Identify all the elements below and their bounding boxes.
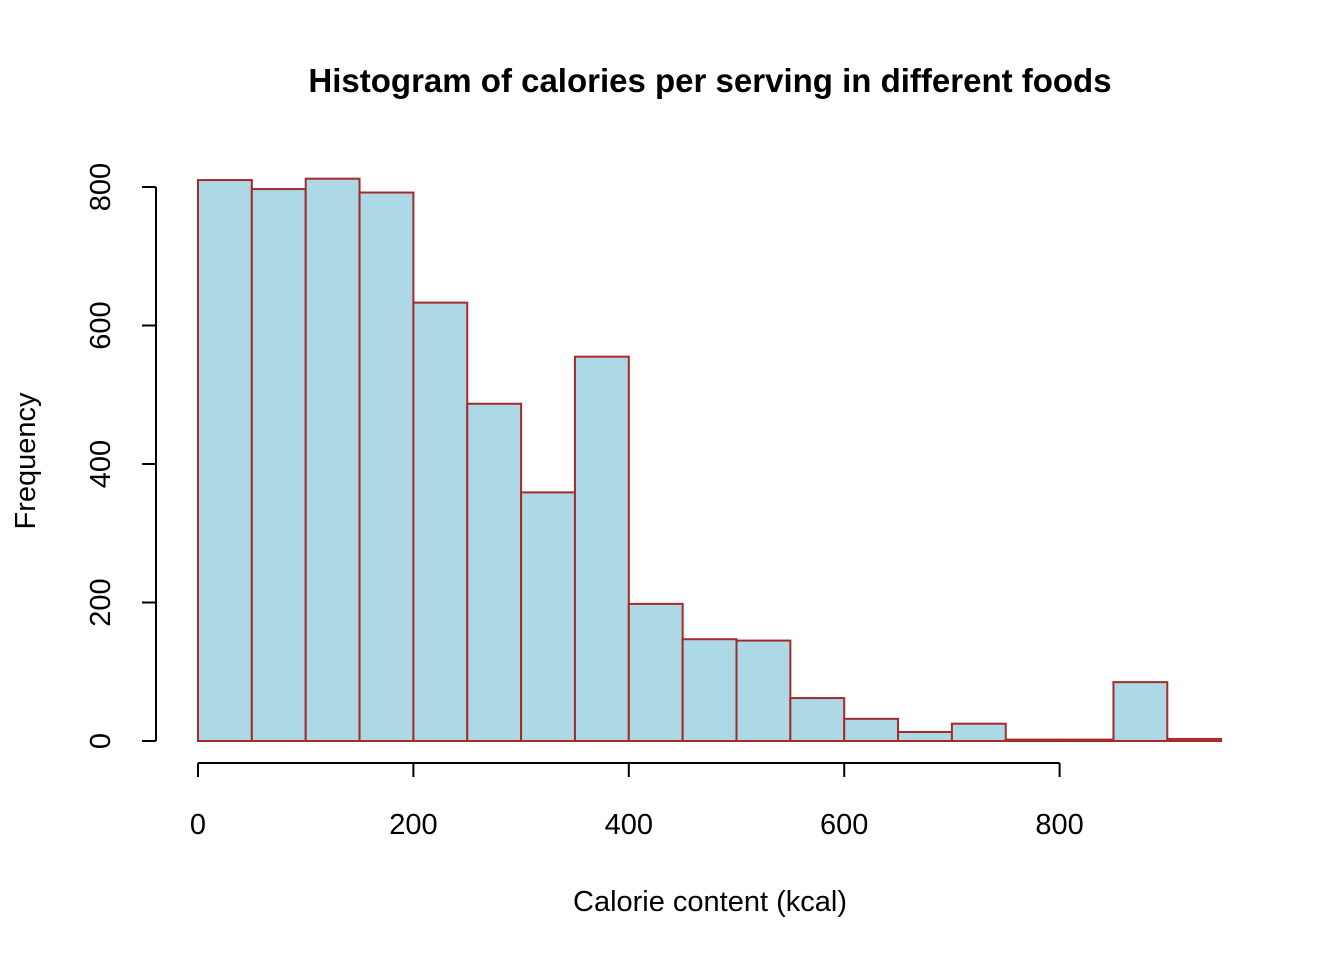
histogram-bar <box>1166 737 1223 742</box>
histogram-bar <box>897 730 953 742</box>
y-tick-label: 600 <box>85 301 117 349</box>
x-tick-label: 200 <box>389 809 437 841</box>
x-tick-label: 0 <box>190 809 206 841</box>
histogram-bar <box>520 491 576 742</box>
histogram-bar <box>843 717 900 743</box>
histogram-bar <box>466 402 523 742</box>
histogram-bar <box>1058 738 1115 742</box>
histogram-bar <box>681 638 738 743</box>
x-tick-label: 600 <box>820 809 868 841</box>
x-axis-label: Calorie content (kcal) <box>573 886 847 918</box>
x-tick-label: 800 <box>1035 809 1083 841</box>
histogram-bar <box>1004 738 1061 742</box>
x-tick-label: 400 <box>605 809 653 841</box>
y-axis: 0 200 400 600 800 <box>85 163 157 749</box>
histogram-bar <box>573 355 630 742</box>
y-tick-label: 0 <box>85 733 117 749</box>
histogram-bar <box>789 697 846 743</box>
histogram-bar <box>950 722 1007 742</box>
histogram-bar <box>358 191 415 743</box>
bars <box>197 177 1223 743</box>
y-tick-label: 200 <box>85 578 117 626</box>
histogram-bar <box>412 301 469 742</box>
y-tick-label: 800 <box>85 163 117 211</box>
y-axis-label: Frequency <box>10 392 42 530</box>
histogram-bar <box>304 177 361 742</box>
histogram-bar <box>627 602 684 743</box>
histogram-bar <box>1112 681 1169 743</box>
x-axis: 0 200 400 600 800 <box>190 762 1084 841</box>
histogram-bar <box>735 639 792 743</box>
y-tick-label: 400 <box>85 440 117 488</box>
histogram-bar <box>250 188 307 742</box>
chart-title: Histogram of calories per serving in dif… <box>308 62 1111 99</box>
histogram-bar <box>197 179 253 742</box>
